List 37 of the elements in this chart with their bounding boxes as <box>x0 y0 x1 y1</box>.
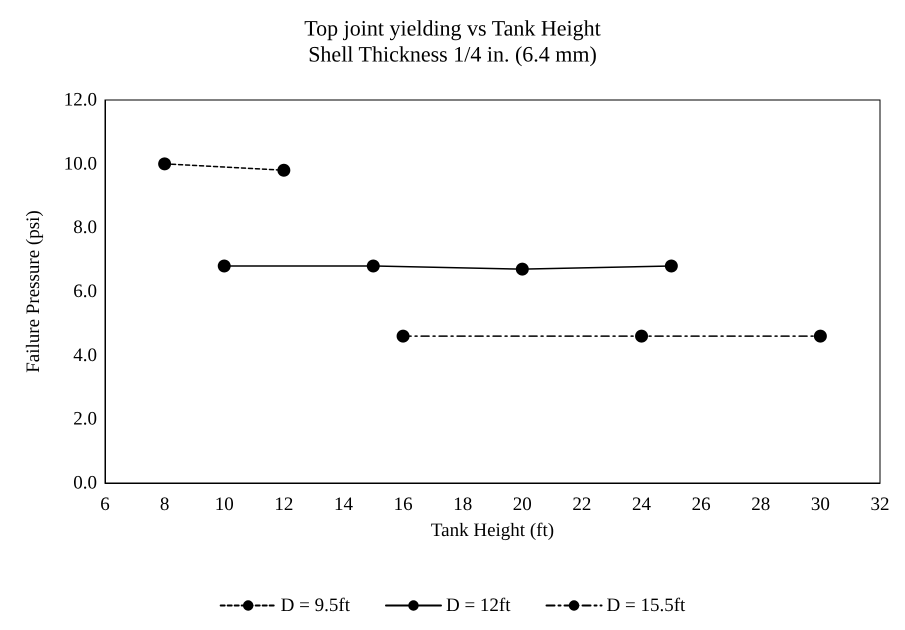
point <box>814 330 827 343</box>
point <box>218 259 231 272</box>
point <box>396 330 410 343</box>
point <box>664 259 678 272</box>
y-tick-label: 8.0 <box>73 217 97 238</box>
x-tick-label: 26 <box>692 494 711 515</box>
x-tick-label: 6 <box>100 494 110 515</box>
y-tick-label: 2.0 <box>73 408 97 430</box>
x-axis-title: Tank Height (ft) <box>430 520 554 541</box>
y-tick-label: 10.0 <box>64 153 97 174</box>
point <box>366 259 380 272</box>
legend-label: D = 12ft <box>446 595 512 616</box>
point <box>158 157 172 170</box>
x-tick-label: 32 <box>870 494 890 515</box>
legend-label: D = 9.5ft <box>280 595 351 616</box>
x-tick-label: 18 <box>453 494 472 515</box>
x-tick-label: 20 <box>512 494 532 515</box>
y-tick-label: 4.0 <box>73 344 97 366</box>
x-tick-label: 22 <box>572 494 592 515</box>
y-tick-label: 6.0 <box>73 281 97 302</box>
legend-label: D = 15.5ft <box>606 595 686 616</box>
chart-title: Top joint yielding vs Tank Height <box>304 16 601 40</box>
y-tick-label: 12.0 <box>64 90 97 110</box>
x-tick-label: 24 <box>632 494 652 515</box>
y-axis-title: Failure Pressure (psi) <box>23 210 44 373</box>
x-tick-label: 28 <box>751 494 770 515</box>
y-tick-label: 0.0 <box>73 472 97 494</box>
point <box>516 262 529 276</box>
x-tick-label: 8 <box>160 494 170 515</box>
point <box>277 164 290 177</box>
x-tick-label: 10 <box>214 494 234 515</box>
x-tick-label: 14 <box>334 494 354 515</box>
x-tick-label: 16 <box>394 494 413 515</box>
chart-subtitle: Shell Thickness 1/4 in. (6.4 mm) <box>308 42 597 66</box>
x-tick-label: 12 <box>274 494 294 515</box>
x-tick-label: 30 <box>810 494 830 515</box>
point <box>635 330 648 343</box>
